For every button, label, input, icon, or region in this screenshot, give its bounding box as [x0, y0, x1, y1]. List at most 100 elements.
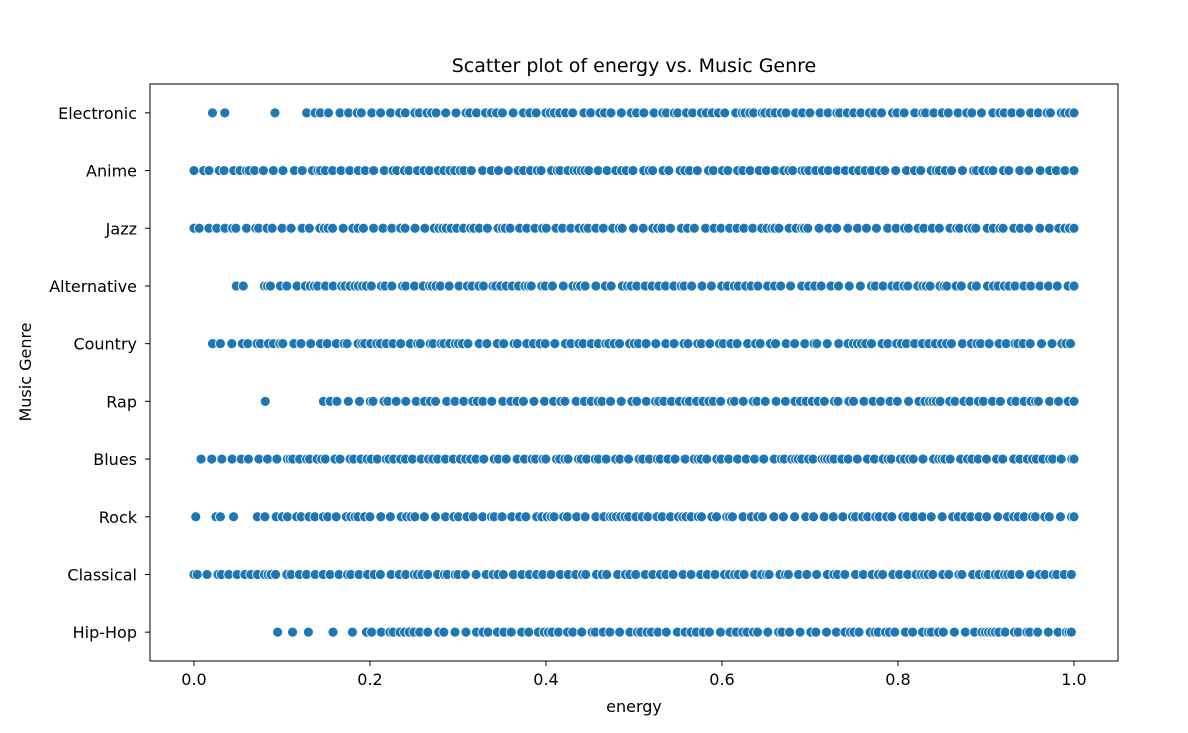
data-point	[1055, 453, 1067, 465]
data-point	[997, 453, 1009, 465]
data-point	[937, 626, 949, 638]
data-point	[1003, 165, 1015, 176]
data-point	[1009, 280, 1021, 292]
data-point	[696, 511, 707, 523]
data-point	[386, 280, 398, 292]
data-point	[861, 222, 872, 234]
data-point	[418, 511, 430, 523]
data-point	[237, 280, 249, 292]
data-point	[1051, 280, 1063, 292]
data-point	[430, 395, 441, 407]
data-point	[354, 395, 365, 407]
y-tick-label: Country	[73, 335, 137, 354]
y-tick-label: Jazz	[105, 219, 137, 238]
data-point	[1065, 338, 1076, 350]
data-point	[371, 453, 383, 465]
data-point	[605, 107, 617, 119]
data-point	[956, 338, 968, 350]
data-point	[579, 511, 591, 523]
data-point	[879, 165, 891, 176]
data-point	[511, 338, 523, 350]
data-point	[1023, 222, 1034, 234]
data-point	[496, 511, 508, 523]
data-point	[810, 626, 822, 638]
data-point	[375, 107, 387, 119]
data-point	[946, 165, 957, 176]
data-point	[365, 280, 377, 292]
data-point	[956, 569, 968, 580]
data-point	[553, 626, 564, 638]
data-point	[957, 165, 968, 176]
data-point	[941, 280, 953, 292]
data-point	[1068, 511, 1080, 523]
data-point	[877, 280, 889, 292]
data-point	[668, 338, 680, 350]
data-point	[763, 569, 775, 580]
y-tick-label: Classical	[67, 565, 137, 584]
data-point	[615, 395, 627, 407]
data-point	[471, 107, 482, 119]
data-point	[970, 280, 982, 292]
data-point	[848, 395, 859, 407]
data-point	[679, 453, 691, 465]
data-point	[833, 338, 845, 350]
data-point	[583, 165, 595, 176]
data-point	[258, 165, 269, 176]
data-point	[875, 395, 886, 407]
data-point	[719, 107, 731, 119]
data-point	[778, 511, 789, 523]
data-point	[638, 107, 650, 119]
data-point	[203, 165, 215, 176]
data-point	[449, 626, 461, 638]
axis-ticks: 0.0 0.2 0.4 0.6 0.8 1.0 Electronic Anime Jazz Alt…	[49, 104, 1087, 689]
data-point	[903, 395, 914, 407]
data-point	[731, 338, 743, 350]
data-point	[267, 165, 279, 176]
data-point	[650, 338, 662, 350]
data-point	[616, 222, 628, 234]
data-point	[414, 338, 426, 350]
data-point	[399, 222, 411, 234]
data-point	[933, 222, 945, 234]
data-point	[1024, 338, 1036, 350]
data-point	[520, 511, 532, 523]
data-point	[640, 395, 652, 407]
data-point	[567, 626, 579, 638]
x-axis-label: energy	[606, 697, 662, 716]
data-point	[395, 338, 407, 350]
data-point	[458, 395, 470, 407]
data-point	[605, 280, 617, 292]
data-point	[375, 511, 387, 523]
data-point	[667, 569, 679, 580]
data-point	[775, 280, 787, 292]
data-point	[811, 338, 823, 350]
data-point	[623, 453, 634, 465]
data-point	[1000, 338, 1012, 350]
data-point	[460, 569, 471, 580]
data-point	[430, 511, 441, 523]
data-point	[802, 222, 814, 234]
data-point	[262, 453, 273, 465]
data-point	[1044, 395, 1056, 407]
data-point	[530, 107, 542, 119]
data-point	[191, 569, 203, 580]
data-point	[842, 222, 854, 234]
data-point	[330, 511, 342, 523]
data-point	[715, 626, 726, 638]
data-point	[334, 453, 346, 465]
data-point	[837, 511, 849, 523]
data-point	[400, 395, 412, 407]
data-point	[627, 165, 639, 176]
data-point	[493, 165, 504, 176]
data-point	[430, 107, 442, 119]
data-point	[540, 222, 552, 234]
data-point	[272, 626, 284, 638]
data-point	[981, 453, 992, 465]
data-point	[886, 511, 898, 523]
data-point	[711, 511, 722, 523]
data-point	[1055, 511, 1066, 523]
data-point	[787, 165, 799, 176]
data-point	[460, 626, 472, 638]
x-tick-label: 1.0	[1061, 670, 1086, 689]
data-point	[759, 395, 771, 407]
